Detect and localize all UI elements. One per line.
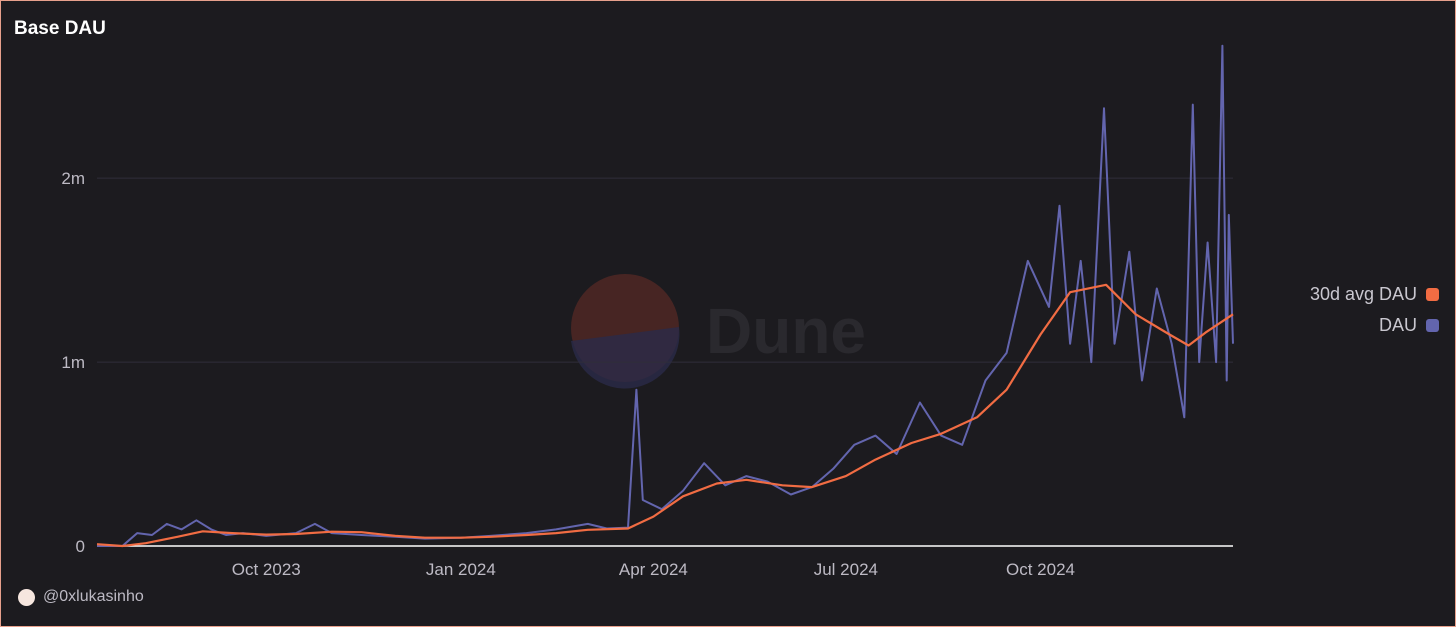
avg-dau-line <box>96 283 1234 548</box>
y-axis: 0 1m 2m <box>61 169 85 556</box>
x-tick-label: Apr 2024 <box>619 560 688 579</box>
avatar <box>18 588 35 606</box>
legend-label-avg: 30d avg DAU <box>1309 284 1417 304</box>
x-tick-label: Jan 2024 <box>426 560 496 579</box>
y-tick-label: 0 <box>76 537 85 556</box>
legend-swatch-dau <box>1426 319 1439 332</box>
x-axis: Oct 2023 Jan 2024 Apr 2024 Jul 2024 Oct 2024 <box>232 560 1075 579</box>
grid-lines <box>97 177 1233 547</box>
author-tag[interactable]: @0xlukasinho <box>18 588 144 606</box>
x-tick-label: Oct 2023 <box>232 560 301 579</box>
dune-watermark: Dune <box>571 274 866 389</box>
legend-swatch-avg <box>1426 288 1439 301</box>
legend-label-dau: DAU <box>1378 315 1417 335</box>
series-lines <box>96 44 1234 548</box>
chart-title: Base DAU <box>14 18 106 39</box>
legend-item-avg[interactable]: 30d avg DAU <box>1310 279 1439 310</box>
watermark-text: Dune <box>706 295 866 367</box>
legend: 30d avg DAU DAU <box>1310 279 1439 341</box>
x-tick-label: Oct 2024 <box>1006 560 1075 579</box>
legend-item-dau[interactable]: DAU <box>1310 310 1439 341</box>
x-tick-label: Jul 2024 <box>814 560 878 579</box>
y-tick-label: 1m <box>61 353 85 372</box>
author-name: @0xlukasinho <box>43 588 144 605</box>
y-tick-label: 2m <box>61 169 85 188</box>
